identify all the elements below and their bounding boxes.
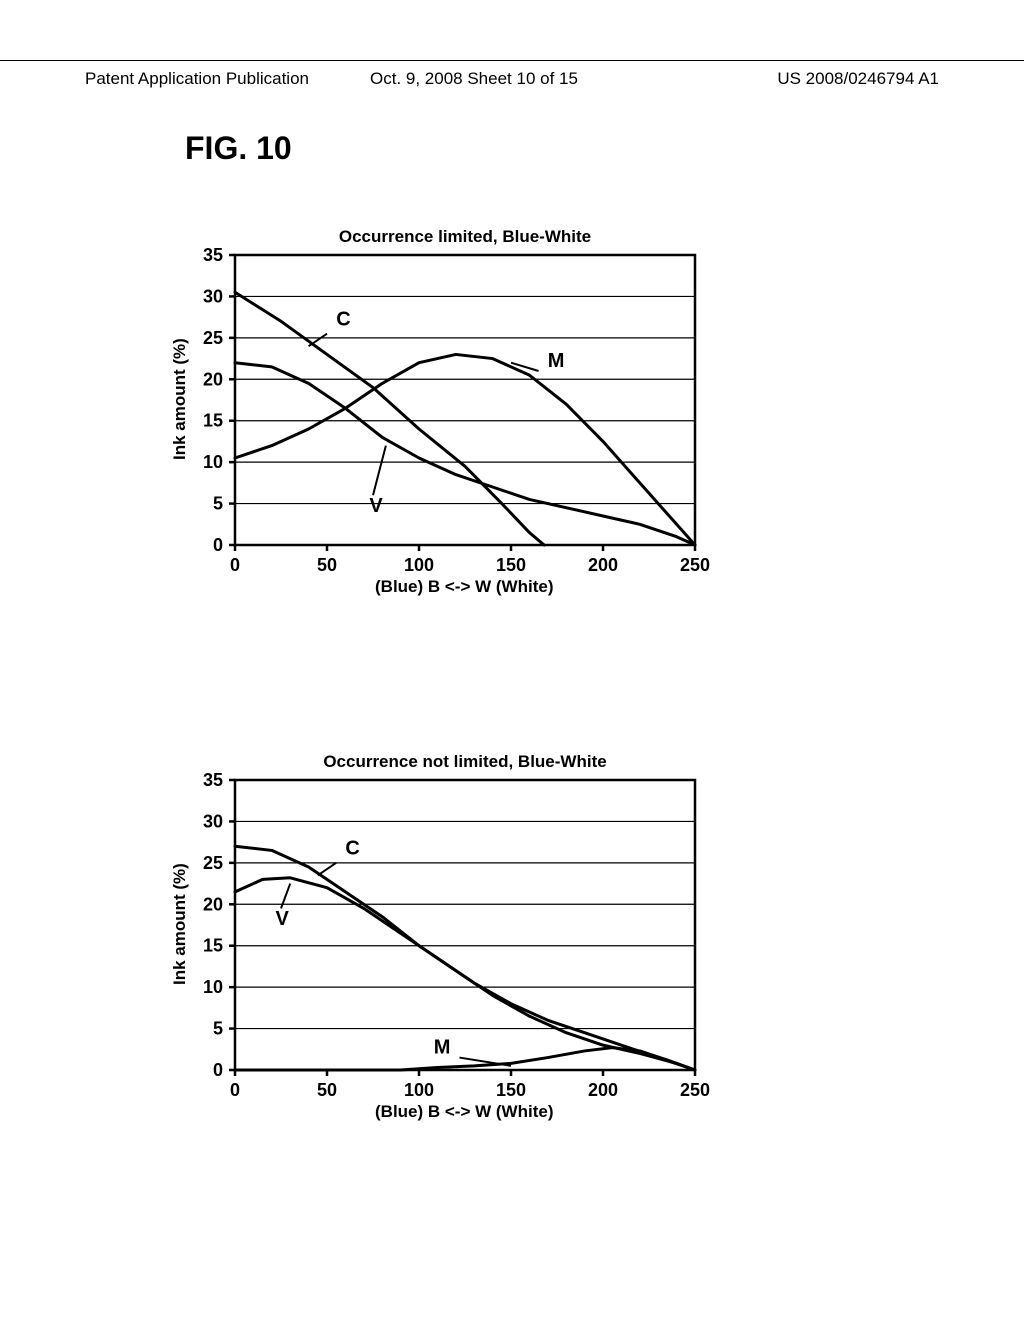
chart1-xlabel: (Blue) B <-> W (White)	[375, 577, 553, 597]
chart2: 05101520253035050100150200250CVM Ink amo…	[235, 780, 695, 1070]
svg-text:35: 35	[203, 245, 223, 265]
header-left: Patent Application Publication	[85, 69, 309, 89]
svg-text:0: 0	[213, 535, 223, 555]
svg-text:35: 35	[203, 770, 223, 790]
svg-text:30: 30	[203, 286, 223, 306]
svg-text:25: 25	[203, 328, 223, 348]
chart2-ylabel: Ink amount (%)	[170, 863, 190, 985]
svg-text:M: M	[434, 1036, 451, 1058]
chart1-svg: 05101520253035050100150200250CMV	[235, 255, 695, 545]
svg-text:200: 200	[588, 1080, 618, 1100]
svg-text:10: 10	[203, 977, 223, 997]
svg-text:0: 0	[230, 1080, 240, 1100]
chart2-title: Occurrence not limited, Blue-White	[315, 752, 615, 772]
svg-text:5: 5	[213, 494, 223, 514]
svg-text:M: M	[548, 350, 565, 372]
figure-label: FIG. 10	[185, 130, 292, 167]
svg-text:250: 250	[680, 555, 710, 575]
svg-text:15: 15	[203, 411, 223, 431]
svg-text:25: 25	[203, 853, 223, 873]
header-center: Oct. 9, 2008 Sheet 10 of 15	[370, 69, 578, 89]
svg-text:250: 250	[680, 1080, 710, 1100]
svg-text:50: 50	[317, 1080, 337, 1100]
chart1: 05101520253035050100150200250CMV Ink amo…	[235, 255, 695, 545]
svg-text:5: 5	[213, 1019, 223, 1039]
chart2-svg: 05101520253035050100150200250CVM	[235, 780, 695, 1070]
svg-text:50: 50	[317, 555, 337, 575]
svg-text:150: 150	[496, 1080, 526, 1100]
svg-text:15: 15	[203, 936, 223, 956]
svg-text:20: 20	[203, 894, 223, 914]
header-right: US 2008/0246794 A1	[777, 69, 939, 89]
svg-text:100: 100	[404, 555, 434, 575]
chart1-title: Occurrence limited, Blue-White	[315, 227, 615, 247]
svg-text:0: 0	[230, 555, 240, 575]
chart1-ylabel: Ink amount (%)	[170, 338, 190, 460]
svg-text:30: 30	[203, 811, 223, 831]
svg-text:C: C	[336, 308, 350, 330]
svg-text:200: 200	[588, 555, 618, 575]
svg-text:100: 100	[404, 1080, 434, 1100]
svg-text:150: 150	[496, 555, 526, 575]
svg-text:C: C	[345, 838, 359, 860]
svg-text:0: 0	[213, 1060, 223, 1080]
svg-text:10: 10	[203, 452, 223, 472]
svg-text:V: V	[275, 908, 289, 930]
page-header: Patent Application Publication Oct. 9, 2…	[0, 60, 1024, 67]
svg-text:V: V	[369, 495, 383, 517]
chart2-xlabel: (Blue) B <-> W (White)	[375, 1102, 553, 1122]
svg-text:20: 20	[203, 369, 223, 389]
